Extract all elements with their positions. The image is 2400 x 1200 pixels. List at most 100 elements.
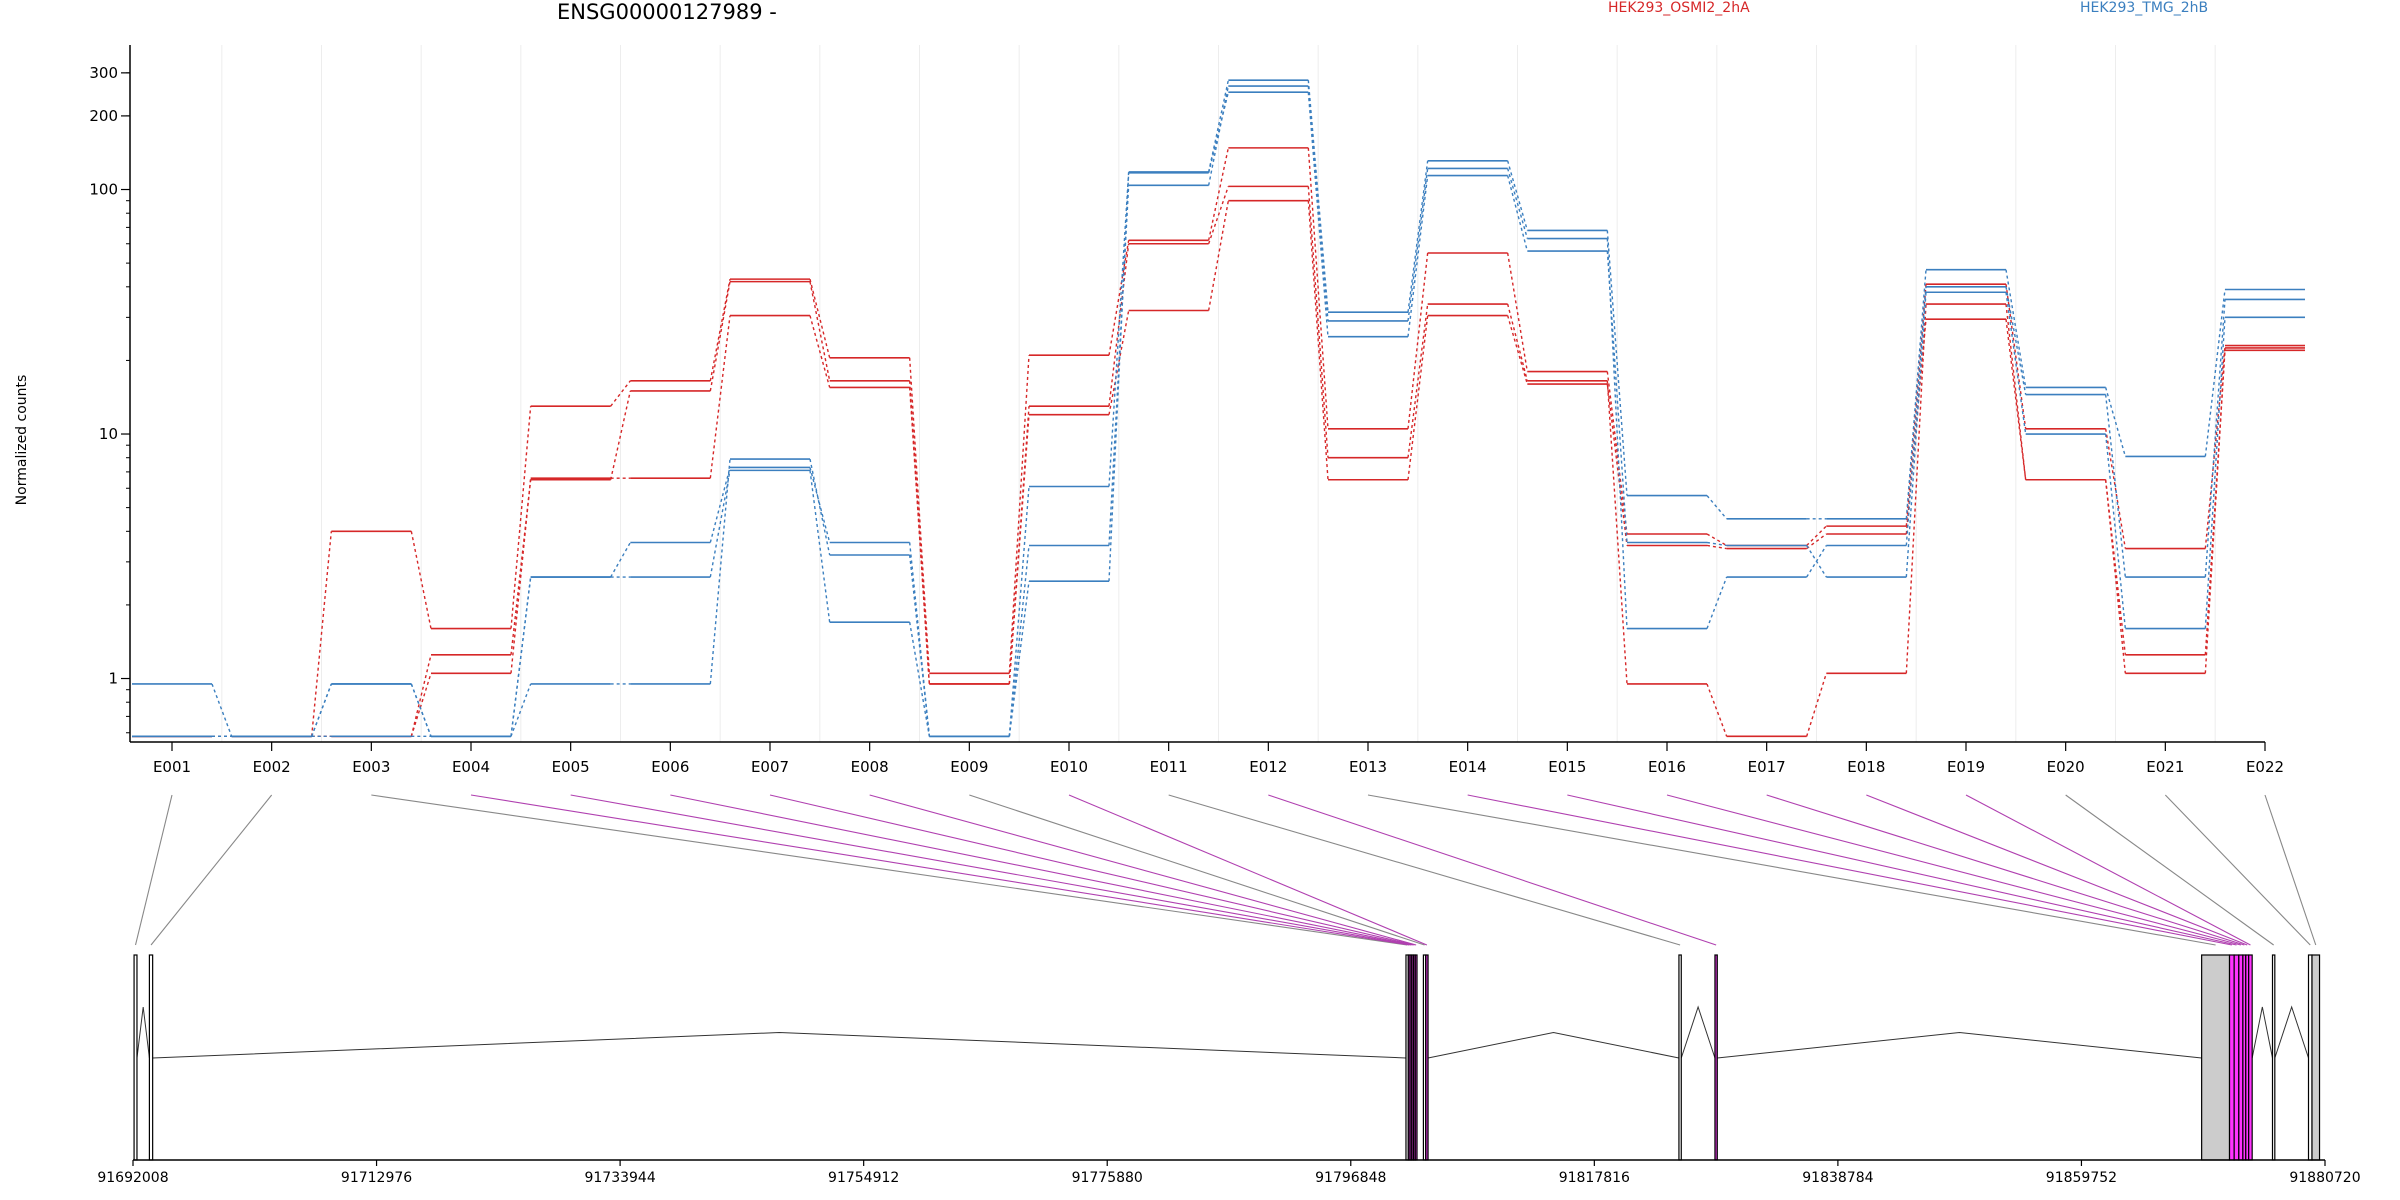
series-connector: [809, 470, 831, 623]
series-layer: [132, 79, 2305, 738]
y-tick-label: 100: [89, 181, 118, 199]
series-connector: [410, 673, 432, 737]
exon-connector-e015: [1567, 794, 2237, 946]
exon-box-e008: [1414, 954, 1418, 1161]
exon-box-e010: [1425, 954, 1429, 1161]
intron: [2274, 1005, 2309, 1059]
series-connector: [1008, 545, 1030, 737]
exon-connector-e018: [1866, 794, 2248, 946]
series-connector: [1606, 251, 1628, 543]
series-connector: [2204, 317, 2226, 629]
series-connector: [2005, 284, 2027, 429]
series-connector: [410, 531, 432, 629]
series-connector: [709, 281, 731, 392]
exon-box-e012: [1714, 954, 1718, 1161]
x-tick-label-e021: E021: [2146, 758, 2184, 776]
series-connector: [2104, 394, 2127, 578]
gene-tick-label: 91775880: [1072, 1170, 1143, 1186]
series-connector: [1606, 380, 1628, 685]
series-connector: [1108, 171, 1130, 487]
x-tick-label-e017: E017: [1748, 758, 1786, 776]
series-connector: [1207, 200, 1230, 311]
exon-connector-e005: [570, 794, 1412, 946]
series-connector: [2204, 345, 2226, 549]
exon-connector-e017: [1766, 794, 2245, 946]
series-connector: [1805, 673, 1828, 737]
series-connector: [2204, 289, 2226, 457]
series-connector: [908, 387, 931, 685]
exon-connector-e007: [769, 794, 1415, 946]
series-connector: [1905, 304, 1927, 674]
y-tick-label: 1: [108, 670, 118, 688]
series-connector: [1108, 172, 1130, 582]
exon-box-e019: [2248, 954, 2253, 1161]
exon-box-e022: [2311, 954, 2321, 1161]
series-connector: [2005, 269, 2027, 388]
series-connector: [809, 315, 831, 388]
y-tick-label: 10: [99, 425, 118, 443]
x-tick-label-e015: E015: [1548, 758, 1586, 776]
exon-connector-e001: [134, 794, 173, 946]
exon-connector-e014: [1467, 794, 2232, 946]
gene-axis: 91692008 91712976 91733944 91754912 91775880…: [97, 1159, 2361, 1186]
series-connector: [1208, 186, 1229, 244]
exon-connector-e010: [1068, 794, 1428, 946]
exon-connector-e008: [869, 794, 1417, 946]
series-connector: [1905, 284, 1927, 527]
series-connector: [510, 576, 532, 737]
series-connector: [1706, 533, 1728, 547]
series-connector: [610, 542, 631, 578]
x-tick-label-e010: E010: [1050, 758, 1088, 776]
series-connector: [2104, 433, 2127, 629]
exon-connector-e004: [470, 794, 1410, 946]
series-connector: [1806, 525, 1827, 546]
series-connector: [809, 467, 831, 543]
series-connector: [809, 278, 831, 358]
x-tick-label-e014: E014: [1449, 758, 1487, 776]
exon-connector-e022: [2264, 794, 2317, 946]
series-connector: [610, 380, 631, 407]
series-connector: [709, 458, 731, 685]
series-connector: [1307, 92, 1329, 337]
series-connector: [1207, 85, 1230, 186]
series-connector: [1207, 147, 1230, 241]
intron: [1427, 1031, 1680, 1059]
series-connector: [1307, 147, 1329, 429]
gene-tick-label: 91880720: [2289, 1170, 2360, 1186]
gene-tick-label: 91712976: [341, 1170, 412, 1186]
series-6: [132, 91, 2305, 738]
exon-connector-e009: [969, 794, 1425, 946]
x-tick-label-e011: E011: [1150, 758, 1188, 776]
series-connector: [908, 542, 931, 737]
gene-tick-label: 91817816: [1559, 1170, 1630, 1186]
legend-entry-tmg: HEK293_TMG_2hB: [2080, 0, 2209, 16]
x-tick-label-e003: E003: [352, 758, 390, 776]
exon-connector-e006: [670, 794, 1413, 946]
exon-box-e011: [1678, 954, 1682, 1161]
series-connector: [2104, 428, 2127, 549]
series-connector: [1307, 200, 1329, 480]
x-tick-label-e005: E005: [552, 758, 590, 776]
x-tick-label-e019: E019: [1947, 758, 1985, 776]
x-tick-label-e002: E002: [253, 758, 291, 776]
intron: [152, 1031, 1406, 1059]
axes-layer: 1 10 100 200 300 E001 E002 E003 E004 E005 E006 E007…: [89, 45, 2284, 776]
exon-connector-e003: [371, 794, 1408, 946]
series-connector: [2005, 286, 2027, 395]
series-connector: [709, 470, 731, 578]
gene-tick-label: 91796848: [1315, 1170, 1386, 1186]
series-connector: [1806, 545, 1827, 578]
x-tick-label-e009: E009: [950, 758, 988, 776]
series-connector: [1806, 533, 1827, 550]
exon-connector-e012: [1268, 794, 1717, 946]
exon-connector-e020: [2065, 794, 2274, 946]
gene-tick-label: 91838784: [1802, 1170, 1873, 1186]
legend-entry-osmi2: HEK293_OSMI2_2hA: [1608, 0, 1750, 16]
intron: [1717, 1031, 2202, 1059]
series-connector: [1606, 230, 1628, 496]
intron: [136, 1006, 150, 1059]
series-connector: [510, 478, 532, 674]
x-tick-label-e008: E008: [851, 758, 889, 776]
series-connector: [809, 281, 831, 381]
exon-connector-e019: [1965, 794, 2251, 946]
